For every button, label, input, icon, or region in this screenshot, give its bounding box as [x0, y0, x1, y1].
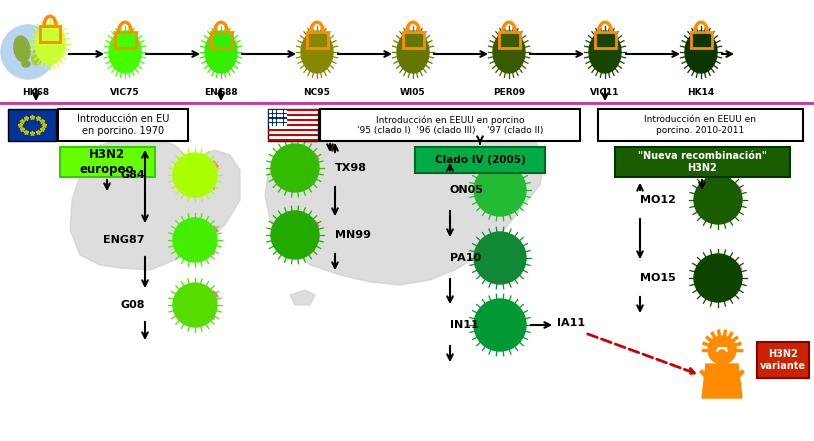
Bar [757, 342, 809, 378]
Bar [402, 32, 423, 48]
Circle shape [1, 25, 55, 79]
Text: ENG88: ENG88 [204, 88, 238, 97]
Circle shape [271, 144, 319, 192]
Polygon shape [290, 290, 315, 305]
Polygon shape [265, 128, 545, 285]
Text: Introducción en EEUU en porcino
'95 (clado I)  '96 (clado III)    '97 (clado II): Introducción en EEUU en porcino '95 (cla… [357, 115, 543, 135]
Bar [211, 32, 231, 48]
Circle shape [708, 336, 736, 364]
Ellipse shape [22, 61, 30, 67]
Text: Introducción en EU
en porcino. 1970: Introducción en EU en porcino. 1970 [77, 114, 169, 136]
Text: H3N2
variante: H3N2 variante [760, 349, 806, 371]
Text: Introducción en EEUU en
porcino. 2010-2011: Introducción en EEUU en porcino. 2010-20… [644, 115, 756, 135]
Ellipse shape [685, 31, 717, 73]
Ellipse shape [493, 31, 525, 73]
Bar [268, 134, 318, 136]
Bar [268, 138, 318, 141]
Circle shape [694, 254, 742, 302]
Bar [307, 32, 327, 48]
Ellipse shape [35, 24, 65, 64]
Bar [268, 114, 318, 116]
Text: VIC75: VIC75 [110, 88, 140, 97]
Text: G84: G84 [120, 170, 145, 180]
Text: IA11: IA11 [557, 318, 585, 328]
Text: ENG87: ENG87 [103, 235, 145, 245]
Ellipse shape [32, 49, 42, 65]
Ellipse shape [301, 31, 333, 73]
Circle shape [474, 299, 526, 351]
Bar [498, 32, 519, 48]
Text: PA10: PA10 [450, 253, 481, 263]
Polygon shape [702, 364, 742, 398]
Text: NC95: NC95 [304, 88, 330, 97]
Bar [268, 124, 318, 126]
Bar [8, 109, 56, 141]
Circle shape [173, 283, 217, 327]
Circle shape [474, 164, 526, 216]
Circle shape [474, 232, 526, 284]
Text: ON05: ON05 [450, 185, 484, 195]
Bar [320, 109, 580, 141]
Circle shape [694, 176, 742, 224]
Bar [615, 147, 790, 177]
Bar [690, 32, 711, 48]
Ellipse shape [589, 31, 621, 73]
Text: WI05: WI05 [400, 88, 426, 97]
Bar [598, 109, 803, 141]
Circle shape [173, 153, 217, 197]
Bar [268, 109, 318, 141]
Text: G08: G08 [120, 300, 145, 310]
Circle shape [173, 218, 217, 262]
Text: HK14: HK14 [687, 88, 715, 97]
Text: MO15: MO15 [640, 273, 676, 283]
Text: VIC11: VIC11 [590, 88, 619, 97]
Polygon shape [70, 138, 240, 270]
Ellipse shape [397, 31, 429, 73]
Bar [268, 119, 318, 121]
Text: MN99: MN99 [335, 230, 371, 240]
Text: H3N2
europeo: H3N2 europeo [80, 148, 134, 176]
Bar [115, 32, 135, 48]
Text: HK68: HK68 [23, 88, 50, 97]
Ellipse shape [109, 31, 141, 73]
Bar [40, 26, 60, 42]
Bar [415, 147, 545, 173]
Text: "Nueva recombinación"
H3N2: "Nueva recombinación" H3N2 [637, 151, 767, 173]
Text: MO12: MO12 [640, 195, 676, 205]
Text: PER09: PER09 [493, 88, 525, 97]
Text: TX98: TX98 [335, 163, 367, 173]
Bar [268, 129, 318, 131]
Ellipse shape [14, 36, 30, 62]
Bar [268, 109, 318, 112]
Text: Clado IV (2005): Clado IV (2005) [435, 155, 525, 165]
Bar [58, 109, 188, 141]
Circle shape [271, 211, 319, 259]
Bar [268, 109, 287, 126]
Text: IN11: IN11 [450, 320, 479, 330]
Bar [60, 147, 155, 177]
Bar [594, 32, 615, 48]
Ellipse shape [205, 31, 237, 73]
